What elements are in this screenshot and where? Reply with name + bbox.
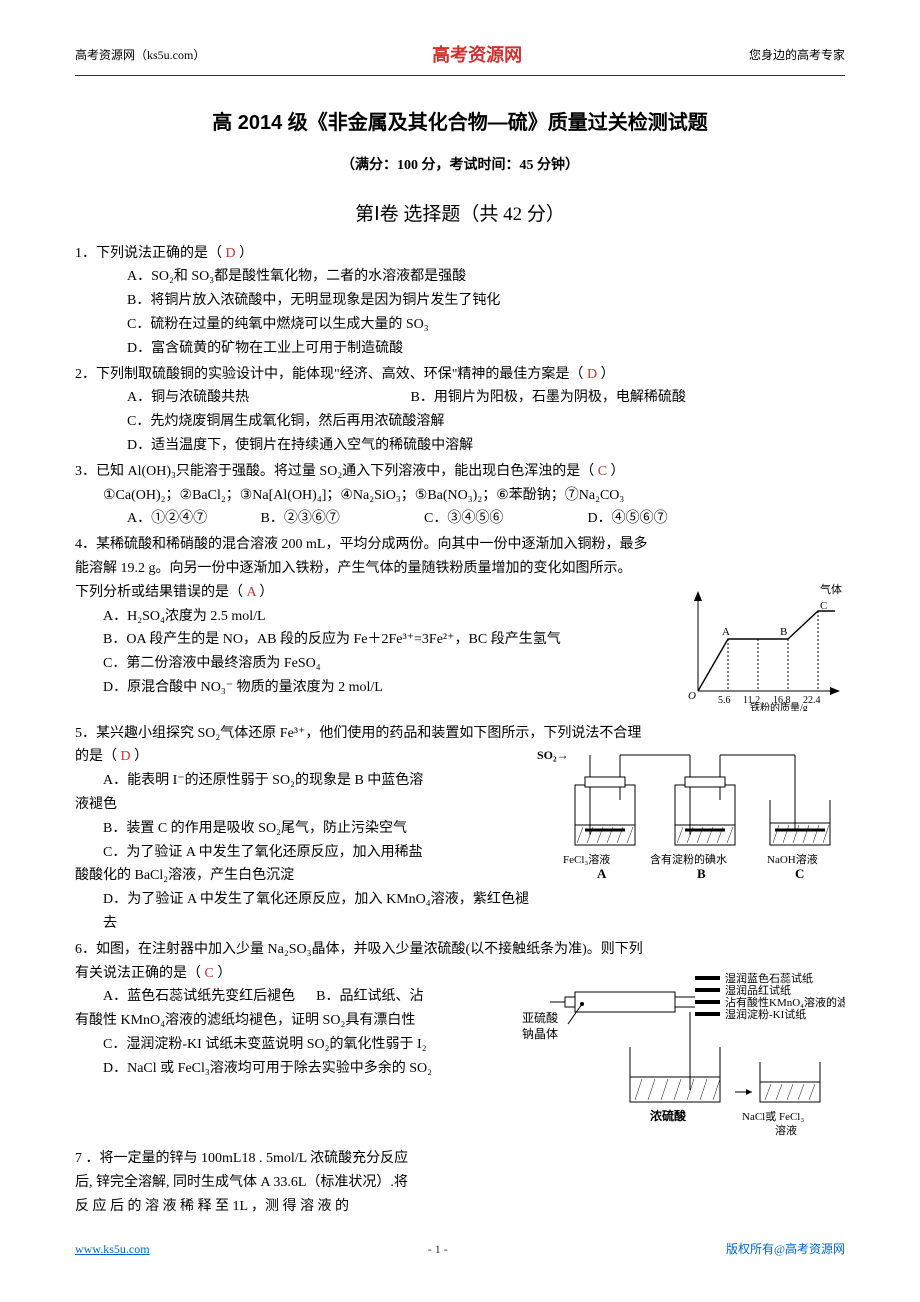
svg-text:亚硫酸: 亚硫酸	[522, 1010, 558, 1025]
svg-text:气体: 气体	[820, 582, 842, 596]
footer-page-num: - 1 -	[150, 1239, 726, 1259]
svg-text:浓硫酸: 浓硫酸	[650, 1108, 687, 1123]
q1-opt-a: A．SO₂和 SO₃都是酸性氧化物，二者的水溶液都是强酸	[75, 265, 845, 289]
q2-opt-b: B．用铜片为阳极，石墨为阴极，电解稀硫酸	[411, 390, 686, 405]
svg-text:溶液: 溶液	[775, 1123, 797, 1137]
q3-stem-b: ）	[611, 464, 625, 479]
page-footer: www.ks5u.com - 1 - 版权所有@高考资源网	[75, 1239, 845, 1259]
q5-line1: 5．某兴趣小组探究 SO₂气体还原 Fe³⁺，他们使用的药品和装置如下图所示，下…	[75, 722, 845, 746]
exam-info: （满分：100 分，考试时间：45 分钟）	[75, 154, 845, 178]
question-2: 2．下列制取硫酸铜的实验设计中，能体现"经济、高效、环保"精神的最佳方案是（ D…	[75, 363, 845, 458]
question-6: 6．如图，在注射器中加入少量 Na₂SO₃晶体，并吸入少量浓硫酸(以不接触纸条为…	[75, 938, 845, 1146]
header-right: 您身边的高考专家	[749, 45, 845, 65]
q1-opt-d: D．富含硫黄的矿物在工业上可用于制造硫酸	[75, 337, 845, 361]
footer-copyright: 版权所有@高考资源网	[726, 1239, 845, 1259]
q2-opt-c: C．先灼烧废铜屑生成氧化铜，然后再用浓硫酸溶解	[75, 410, 845, 434]
question-3: 3．已知 Al(OH)₃只能溶于强酸。将过量 SO₂通入下列溶液中，能出现白色浑…	[75, 460, 845, 531]
q1-opt-b: B．将铜片放入浓硫酸中，无明显现象是因为铜片发生了钝化	[75, 289, 845, 313]
q6-opt-b1: B．品红试纸、沾	[316, 989, 423, 1004]
q2-stem: 2．下列制取硫酸铜的实验设计中，能体现"经济、高效、环保"精神的最佳方案是（	[75, 367, 583, 382]
q2-opt-a: A．铜与浓硫酸共热	[127, 386, 407, 410]
q4-graph: 气体 O A B C 5.6 11.2 16.8 22.4 铁粉的质量/g	[680, 581, 845, 720]
q7-line1: 7 ．将一定量的锌与 100mL18 . 5mol/L 浓硫酸充分反应	[75, 1147, 845, 1171]
svg-text:含有淀粉的碘水: 含有淀粉的碘水	[650, 852, 727, 866]
q2-opt-d: D．适当温度下，使铜片在持续通入空气的稀硫酸中溶解	[75, 434, 845, 458]
q3-stem-a: 3．已知 Al(OH)₃只能溶于强酸。将过量 SO₂通入下列溶液中，能出现白色浑…	[75, 464, 594, 479]
page-header: 高考资源网（ks5u.com） 高考资源网 您身边的高考专家	[75, 40, 845, 76]
svg-text:钠晶体: 钠晶体	[522, 1026, 558, 1041]
q6-line2-end: ）	[217, 966, 231, 981]
q1-opt-c: C．硫粉在过量的纯氧中燃烧可以生成大量的 SO₃	[75, 313, 845, 337]
q6-opt-a: A．蓝色石蕊试纸先变红后褪色	[103, 989, 295, 1004]
svg-text:沾有酸性KMnO₄溶液的滤纸: 沾有酸性KMnO₄溶液的滤纸	[725, 995, 845, 1009]
svg-text:NaCl或 FeCl₃: NaCl或 FeCl₃	[742, 1110, 804, 1123]
svg-text:C: C	[820, 600, 827, 612]
question-5: 5．某兴趣小组探究 SO₂气体还原 Fe³⁺，他们使用的药品和装置如下图所示，下…	[75, 722, 845, 936]
q5-line2-end: ）	[134, 749, 148, 764]
q6-line2: 有关说法正确的是（	[75, 966, 201, 981]
header-center-brand: 高考资源网	[432, 40, 522, 71]
q3-answer: C	[598, 464, 607, 479]
q4-line1: 4．某稀硫酸和稀硝酸的混合溶液 200 mL，平均分成两份。向其中一份中逐渐加入…	[75, 533, 845, 557]
svg-text:O: O	[688, 690, 696, 702]
q3-items: ①Ca(OH)₂；②BaCl₂；③Na[Al(OH)₄]；④Na₂SiO₃；⑤B…	[75, 484, 845, 508]
q4-line3: 下列分析或结果错误的是（	[75, 585, 243, 600]
q1-answer: D	[226, 246, 236, 261]
exam-title: 高 2014 级《非金属及其化合物—硫》质量过关检测试题	[75, 106, 845, 140]
q6-diagram: 湿润蓝色石蕊试纸 湿润品红试纸 沾有酸性KMnO₄溶液的滤纸 湿润淀粉-KI试纸…	[520, 962, 845, 1146]
svg-text:湿润品红试纸: 湿润品红试纸	[725, 983, 791, 997]
svg-text:C: C	[795, 866, 804, 881]
svg-text:湿润淀粉-KI试纸: 湿润淀粉-KI试纸	[725, 1007, 806, 1021]
footer-url[interactable]: www.ks5u.com	[75, 1239, 150, 1259]
svg-text:NaOH溶液: NaOH溶液	[767, 852, 818, 866]
svg-text:B: B	[697, 866, 706, 881]
svg-text:A: A	[722, 626, 730, 638]
q5-answer: D	[121, 749, 131, 764]
q2-stem-end: ）	[601, 367, 615, 382]
q3-opt-d: D．④⑤⑥⑦	[588, 507, 718, 531]
q4-line3-end: ）	[259, 585, 273, 600]
q6-answer: C	[205, 966, 214, 981]
q1-stem-end: ）	[239, 246, 253, 261]
q3-opt-a: A．①②④⑦	[127, 507, 257, 531]
q3-opt-b: B．②③⑥⑦	[261, 507, 391, 531]
question-7: 7 ．将一定量的锌与 100mL18 . 5mol/L 浓硫酸充分反应 后, 锌…	[75, 1147, 845, 1218]
q6-line1: 6．如图，在注射器中加入少量 Na₂SO₃晶体，并吸入少量浓硫酸(以不接触纸条为…	[75, 938, 845, 962]
svg-text:SO₂→: SO₂→	[537, 748, 569, 762]
question-1: 1．下列说法正确的是（ D ） A．SO₂和 SO₃都是酸性氧化物，二者的水溶液…	[75, 242, 845, 361]
header-left: 高考资源网（ks5u.com）	[75, 45, 205, 65]
section-1-title: 第Ⅰ卷 选择题（共 42 分）	[75, 199, 845, 231]
q5-diagram: SO₂→ FeCl₃溶液 A 含有淀粉的碘水 B	[535, 745, 845, 904]
q4-answer: A	[247, 585, 256, 600]
q1-stem: 1．下列说法正确的是（	[75, 246, 222, 261]
svg-text:铁粉的质量/g: 铁粉的质量/g	[750, 701, 808, 711]
q7-line2: 后, 锌完全溶解, 同时生成气体 A 33.6L（标准状况）.将	[75, 1171, 845, 1195]
svg-text:5.6: 5.6	[718, 695, 731, 706]
svg-text:B: B	[780, 626, 787, 638]
svg-text:FeCl₃溶液: FeCl₃溶液	[563, 852, 610, 866]
q3-opt-c: C．③④⑤⑥	[424, 507, 554, 531]
q7-line3: 反 应 后 的 溶 液 稀 释 至 1L ，测 得 溶 液 的	[75, 1195, 845, 1219]
svg-text:A: A	[597, 866, 607, 881]
svg-text:湿润蓝色石蕊试纸: 湿润蓝色石蕊试纸	[725, 971, 813, 985]
q5-line2: 的是（	[75, 749, 117, 764]
q2-answer: D	[587, 367, 597, 382]
q4-line2: 能溶解 19.2 g。向另一份中逐渐加入铁粉，产生气体的量随铁粉质量增加的变化如…	[75, 557, 845, 581]
question-4: 4．某稀硫酸和稀硝酸的混合溶液 200 mL，平均分成两份。向其中一份中逐渐加入…	[75, 533, 845, 719]
